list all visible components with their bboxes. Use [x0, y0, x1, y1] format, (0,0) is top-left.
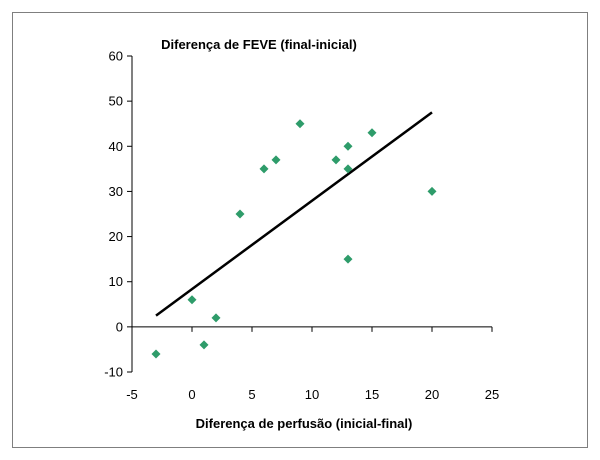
data-point-marker [151, 349, 161, 359]
x-tick-label: 25 [485, 387, 499, 402]
data-points [151, 119, 437, 359]
data-point-marker [367, 128, 377, 138]
data-point-marker [187, 295, 197, 305]
x-tick-label: -5 [126, 387, 138, 402]
y-tick-label: 40 [109, 139, 123, 154]
y-tick-label: -10 [104, 365, 123, 380]
data-point-marker [343, 141, 353, 151]
x-tick-label: 15 [365, 387, 379, 402]
data-point-marker [343, 254, 353, 264]
y-tick-label: 60 [109, 49, 123, 64]
trendline-group [155, 111, 433, 317]
x-tick-label: 20 [425, 387, 439, 402]
data-point-marker [199, 340, 209, 350]
x-axis-label: Diferença de perfusão (inicial-final) [196, 416, 413, 431]
y-tick-label: 50 [109, 94, 123, 109]
x-tick-label: 0 [188, 387, 195, 402]
y-tick-label: 30 [109, 184, 123, 199]
trendline [155, 111, 433, 317]
data-point-marker [427, 186, 437, 196]
y-tick-label: 10 [109, 274, 123, 289]
data-point-marker [211, 313, 221, 323]
data-point-marker [235, 209, 245, 219]
data-point-marker [259, 164, 269, 174]
y-tick-label: 20 [109, 229, 123, 244]
axes: -10 0 10 20 30 40 50 60 -5 0 5 10 15 20 25 [104, 49, 499, 403]
y-tick-label: 0 [116, 319, 123, 334]
x-tick-label: 5 [248, 387, 255, 402]
data-point-marker [271, 155, 281, 165]
chart-frame [12, 12, 588, 448]
data-point-marker [343, 164, 353, 174]
data-point-marker [295, 119, 305, 129]
data-point-marker [331, 155, 341, 165]
x-tick-label: 10 [305, 387, 319, 402]
chart-title: Diferença de FEVE (final-inicial) [161, 37, 357, 52]
